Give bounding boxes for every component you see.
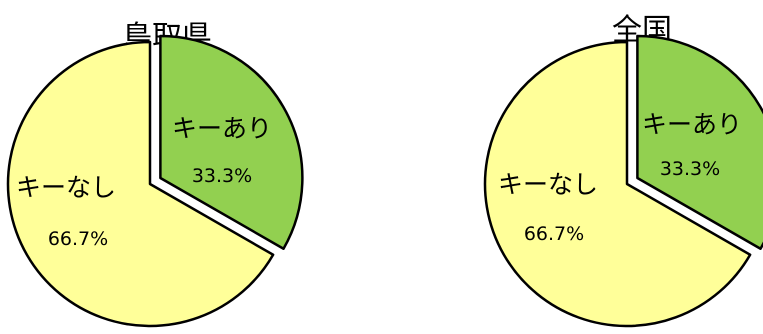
slice-value-label: 33.3%: [192, 165, 252, 187]
pie-slice: [159, 34, 304, 250]
slice-value-label: 66.7%: [48, 228, 108, 250]
slice-label: キーあり: [172, 114, 272, 143]
slice-value-label: 33.3%: [660, 158, 720, 180]
slice-label: キーなし: [498, 170, 598, 199]
pie-slice: [636, 34, 763, 250]
slice-label: キーなし: [16, 173, 116, 202]
pie-slices: キーあり 33.3% キーなし 66.7%: [483, 34, 763, 328]
slice-label: キーあり: [642, 110, 742, 139]
pie-slice: [6, 40, 275, 328]
pie-slices: キーあり 33.3% キーなし 66.7%: [6, 34, 304, 328]
pie-slice: [483, 40, 752, 328]
slice-value-label: 66.7%: [524, 223, 584, 245]
